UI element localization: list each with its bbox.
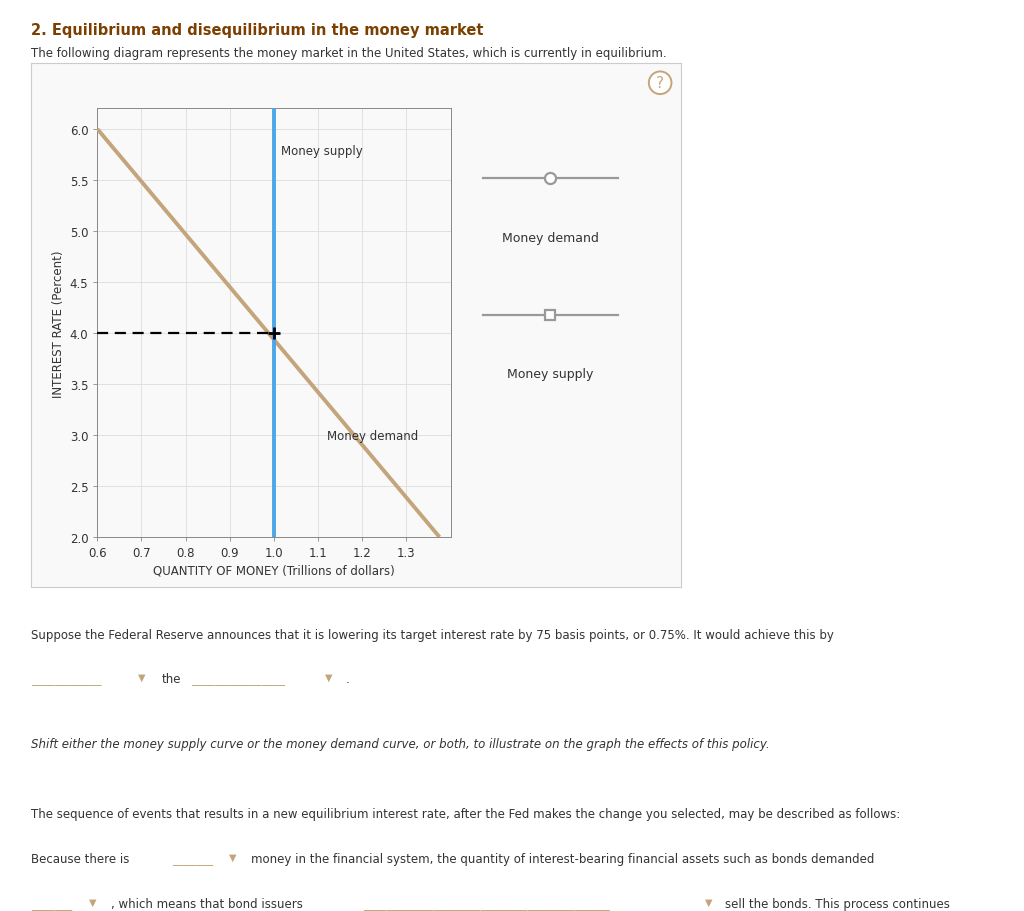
Text: money in the financial system, the quantity of interest-bearing financial assets: money in the financial system, the quant… [251,852,874,865]
Text: Money demand: Money demand [502,231,599,244]
Text: Money supply: Money supply [507,367,594,381]
Text: _______: _______ [31,896,72,910]
Text: The following diagram represents the money market in the United States, which is: The following diagram represents the mon… [31,47,667,60]
Text: 2. Equilibrium and disequilibrium in the money market: 2. Equilibrium and disequilibrium in the… [31,23,483,37]
Text: Money demand: Money demand [327,429,418,442]
Text: _______: _______ [172,852,213,865]
Text: ▼: ▼ [89,896,96,906]
Text: ▼: ▼ [138,672,145,681]
Text: ▼: ▼ [229,852,237,862]
Text: ▼: ▼ [705,896,712,906]
Text: ____________: ____________ [31,672,101,685]
Text: The sequence of events that results in a new equilibrium interest rate, after th: The sequence of events that results in a… [31,807,900,820]
X-axis label: QUANTITY OF MONEY (Trillions of dollars): QUANTITY OF MONEY (Trillions of dollars) [153,564,395,577]
Text: ?: ? [656,77,665,91]
Text: ▼: ▼ [325,672,332,681]
Text: , which means that bond issuers: , which means that bond issuers [111,896,302,910]
Text: Shift either the money supply curve or the money demand curve, or both, to illus: Shift either the money supply curve or t… [31,738,769,751]
Text: the: the [162,672,181,685]
Text: Because there is: Because there is [31,852,129,865]
Text: Suppose the Federal Reserve announces that it is lowering its target interest ra: Suppose the Federal Reserve announces th… [31,629,834,641]
Text: Money supply: Money supply [281,145,362,158]
Text: sell the bonds. This process continues: sell the bonds. This process continues [725,896,950,910]
Text: ________________: ________________ [191,672,286,685]
Y-axis label: INTEREST RATE (Percent): INTEREST RATE (Percent) [52,250,66,397]
Text: .: . [346,672,350,685]
Text: __________________________________________: ________________________________________… [364,896,610,910]
